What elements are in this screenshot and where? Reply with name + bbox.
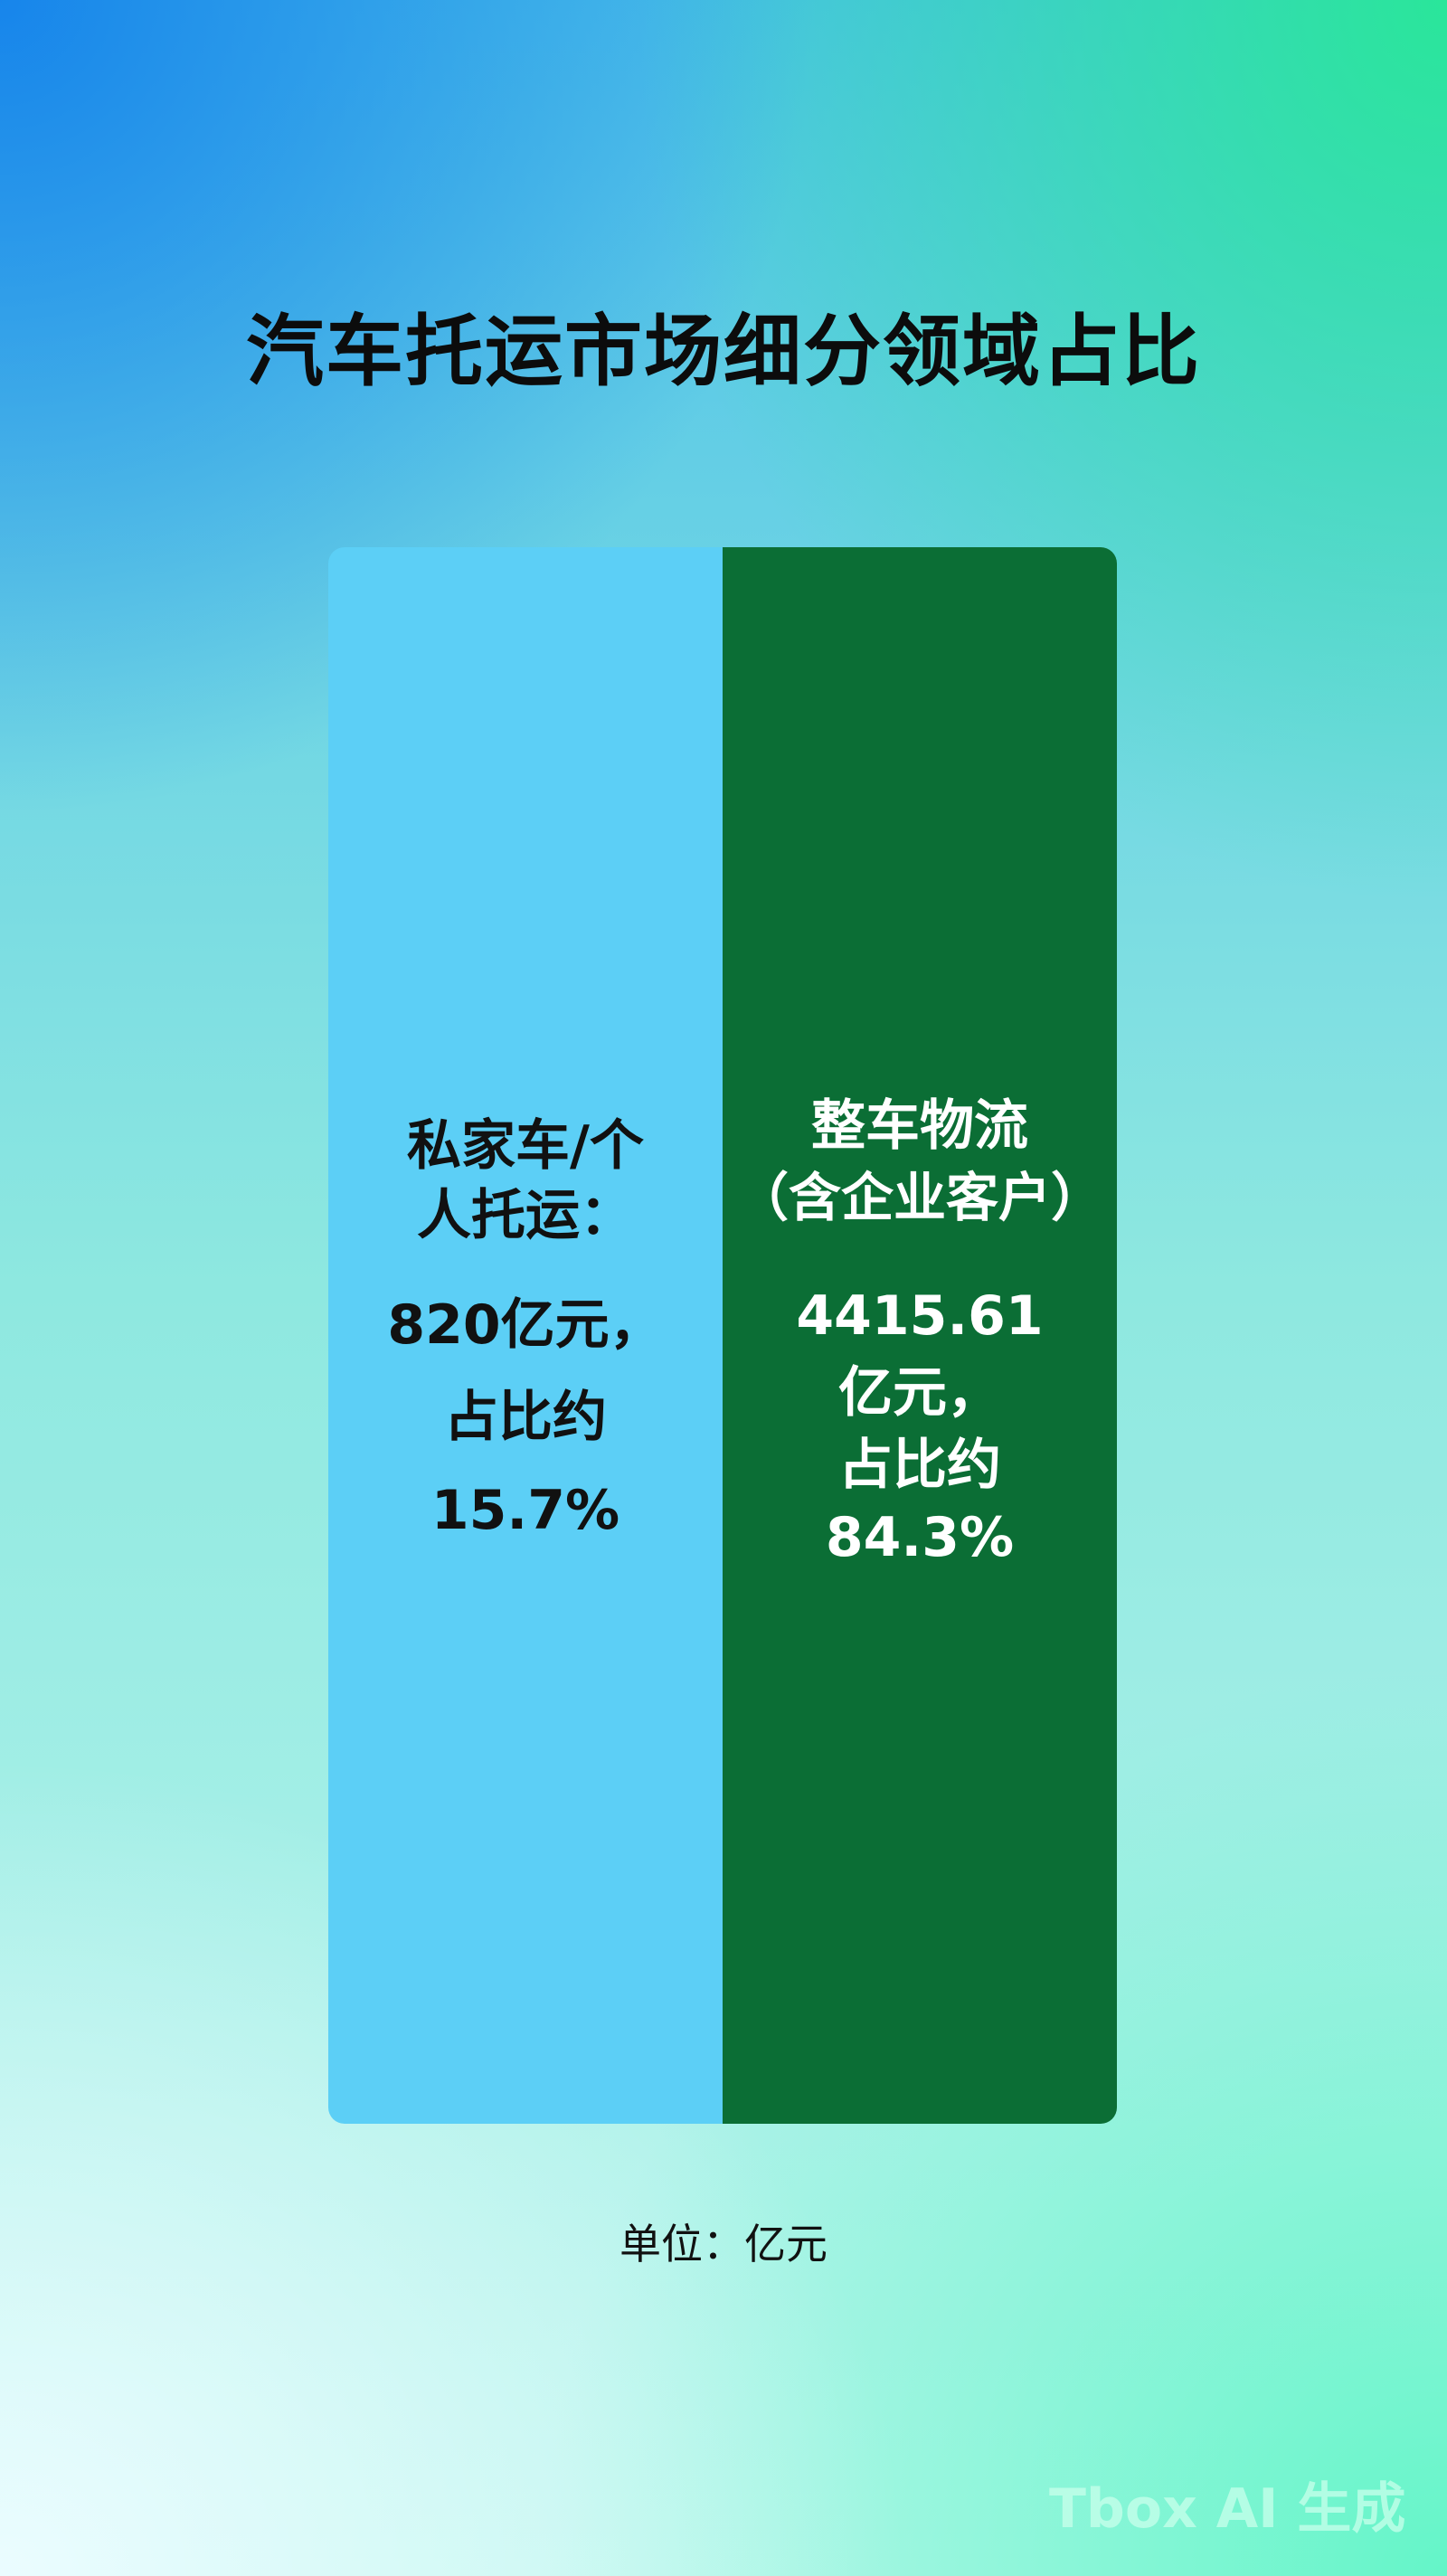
bar-vehicle-logistics: 整车物流 （含企业客户） 4415.61 亿元， 占比约 84.3% [723, 547, 1117, 2124]
unit-label: 单位：亿元 [619, 2220, 828, 2268]
bar-percent-label: 15.7% [430, 1479, 620, 1542]
bar-percent-label: 84.3% [825, 1506, 1015, 1569]
bar-label-line: 人托运： [417, 1184, 634, 1247]
chart-title: 汽车托运市场细分领域占比 [246, 307, 1201, 397]
bar-label-line: 私家车/个 [407, 1114, 644, 1178]
bar-label-line: 亿元， [838, 1361, 1001, 1425]
bar-label-line: （含企业客户） [735, 1167, 1103, 1228]
bar-private-car: 私家车/个 人托运： 820亿元， 占比约 15.7% [328, 547, 723, 2124]
bar-value-label: 820亿元， [387, 1293, 664, 1357]
bar-value-label: 4415.61 [796, 1284, 1044, 1348]
bar-label-line: 占比约 [444, 1386, 607, 1449]
bar-label-line: 占比约 [838, 1434, 1001, 1497]
bar-label-line: 整车物流 [811, 1094, 1028, 1158]
chart-area: 私家车/个 人托运： 820亿元， 占比约 15.7% 整车物流 （含企业客户）… [328, 547, 1117, 2124]
watermark: Tbox AI 生成 [1049, 2477, 1406, 2541]
